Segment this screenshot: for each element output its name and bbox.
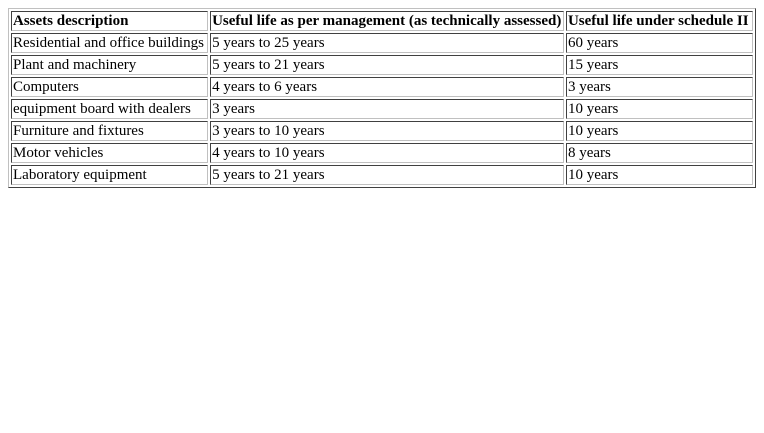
table-header-row: Assets description Useful life as per ma…: [11, 11, 753, 31]
table-row: Computers 4 years to 6 years 3 years: [11, 77, 753, 97]
schedule-life-cell: 8 years: [565, 143, 753, 163]
asset-description-cell: Residential and office buildings: [11, 33, 209, 53]
schedule-life-cell: 3 years: [565, 77, 753, 97]
page-content: Assets description Useful life as per ma…: [8, 8, 756, 188]
asset-description-cell: equipment board with dealers: [11, 99, 209, 119]
table-row: Furniture and fixtures 3 years to 10 yea…: [11, 121, 753, 141]
table-row: Laboratory equipment 5 years to 21 years…: [11, 165, 753, 185]
table-row: Motor vehicles 4 years to 10 years 8 yea…: [11, 143, 753, 163]
schedule-life-cell: 10 years: [565, 99, 753, 119]
management-life-cell: 5 years to 21 years: [210, 55, 564, 75]
header-useful-life-management: Useful life as per management (as techni…: [210, 11, 564, 31]
asset-description-cell: Motor vehicles: [11, 143, 209, 163]
schedule-life-cell: 15 years: [565, 55, 753, 75]
management-life-cell: 4 years to 10 years: [210, 143, 564, 163]
management-life-cell: 3 years to 10 years: [210, 121, 564, 141]
management-life-cell: 4 years to 6 years: [210, 77, 564, 97]
header-assets-description: Assets description: [11, 11, 209, 31]
table-row: Plant and machinery 5 years to 21 years …: [11, 55, 753, 75]
table-row: equipment board with dealers 3 years 10 …: [11, 99, 753, 119]
asset-description-cell: Plant and machinery: [11, 55, 209, 75]
asset-description-cell: Computers: [11, 77, 209, 97]
table-body: Residential and office buildings 5 years…: [11, 33, 753, 185]
management-life-cell: 5 years to 21 years: [210, 165, 564, 185]
table-row: Residential and office buildings 5 years…: [11, 33, 753, 53]
asset-description-cell: Laboratory equipment: [11, 165, 209, 185]
useful-life-table: Assets description Useful life as per ma…: [8, 8, 756, 188]
header-useful-life-schedule: Useful life under schedule II: [565, 11, 753, 31]
schedule-life-cell: 60 years: [565, 33, 753, 53]
schedule-life-cell: 10 years: [565, 165, 753, 185]
management-life-cell: 3 years: [210, 99, 564, 119]
schedule-life-cell: 10 years: [565, 121, 753, 141]
asset-description-cell: Furniture and fixtures: [11, 121, 209, 141]
management-life-cell: 5 years to 25 years: [210, 33, 564, 53]
